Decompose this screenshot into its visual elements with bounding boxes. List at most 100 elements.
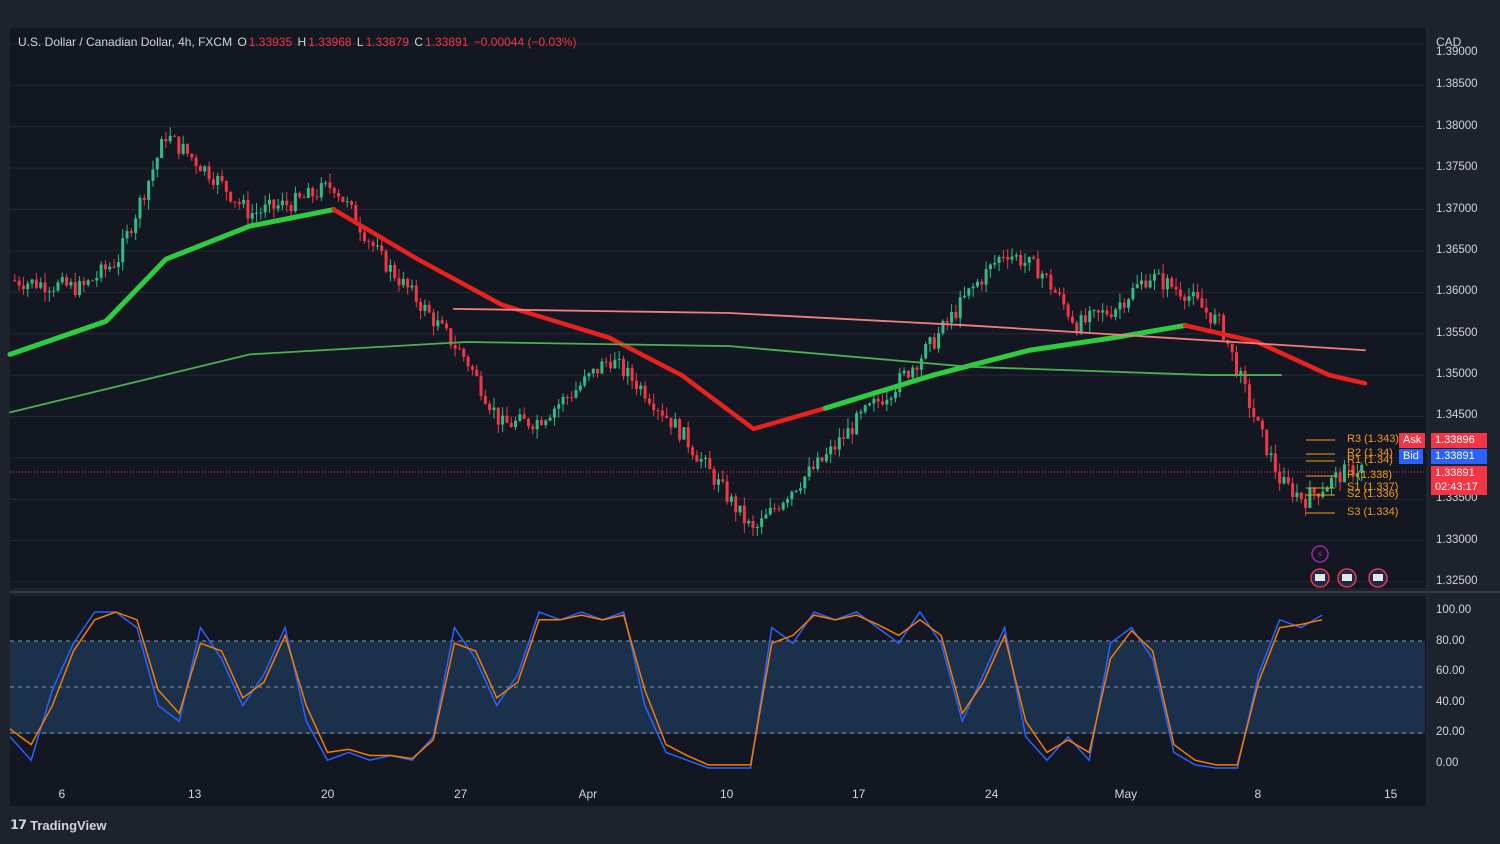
- candle-body: [881, 401, 885, 405]
- candle-body: [660, 410, 664, 416]
- candle-body: [43, 282, 47, 293]
- oscillator-tick-label: 80.00: [1436, 634, 1465, 647]
- currency-label[interactable]: CAD: [1436, 35, 1462, 49]
- candle-body: [734, 496, 738, 513]
- candle-body: [116, 262, 120, 268]
- candle-body: [1282, 477, 1286, 484]
- candle-body: [1053, 289, 1057, 293]
- candle-body: [1118, 302, 1122, 310]
- candle-body: [1269, 453, 1273, 456]
- candle-body: [518, 414, 522, 421]
- candle-body: [993, 262, 997, 265]
- candle-body: [777, 508, 781, 510]
- candle-body: [1338, 472, 1342, 483]
- candle-body: [1096, 310, 1100, 313]
- candle-body: [824, 454, 828, 462]
- candle-body: [423, 304, 427, 311]
- moving-average-line: [822, 322, 1188, 411]
- candle-body: [794, 490, 798, 492]
- candle-body: [716, 479, 720, 485]
- candle-body: [811, 466, 815, 469]
- moving-average-line: [331, 207, 828, 432]
- tradingview-brand[interactable]: 𝟭𝟳 TradingView: [10, 817, 106, 833]
- candle-body: [919, 358, 923, 370]
- candle-body: [967, 288, 971, 296]
- candle-body: [997, 256, 1001, 263]
- symbol-title[interactable]: U.S. Dollar / Canadian Dollar, 4h, FXCM: [18, 35, 233, 49]
- candle-body: [842, 437, 846, 439]
- candle-body: [134, 218, 138, 234]
- time-tick-label: 27: [454, 787, 468, 801]
- candle-body: [721, 479, 725, 482]
- lightning-glyph: ⚡: [1316, 550, 1323, 561]
- candle-body: [483, 395, 487, 404]
- candle-body: [432, 312, 436, 327]
- bar-countdown: 02:43:17: [1431, 480, 1487, 495]
- price-tick-label: 1.36000: [1436, 285, 1478, 298]
- candle-body: [444, 323, 448, 329]
- candle-body: [341, 196, 345, 202]
- candle-body: [1006, 256, 1010, 260]
- candle-body: [488, 403, 492, 411]
- candle-body: [289, 205, 293, 212]
- candle-body: [1329, 477, 1333, 488]
- candle-body: [928, 337, 932, 344]
- candle-body: [393, 265, 397, 279]
- candle-body: [1183, 296, 1187, 301]
- candle-body: [73, 281, 77, 296]
- candle-body: [242, 199, 246, 204]
- candle-body: [427, 304, 431, 313]
- candle-body: [1066, 304, 1070, 317]
- candle-body: [384, 251, 388, 272]
- candle-body: [440, 320, 444, 324]
- candle-body: [704, 457, 708, 460]
- price-pane: [10, 28, 1427, 588]
- high-label: H: [297, 35, 307, 49]
- pivot-label: S2 (1.336): [1347, 488, 1399, 500]
- candle-body: [181, 143, 185, 154]
- pivot-label: R1 (1.34): [1347, 454, 1393, 466]
- time-tick-label: 6: [58, 787, 66, 801]
- price-tick-label: 1.38000: [1436, 119, 1478, 132]
- time-tick-label: 13: [188, 787, 202, 801]
- candle-body: [621, 358, 625, 377]
- oscillator-tick-label: 100.00: [1436, 604, 1472, 616]
- oscillator-tick-label: 0.00: [1436, 756, 1459, 769]
- pivot-label: R2 (1.34): [1347, 447, 1393, 459]
- candle-body: [613, 359, 617, 369]
- candle-body: [263, 204, 267, 213]
- candle-body: [380, 245, 384, 252]
- candle-body: [95, 277, 99, 281]
- candle-body: [522, 414, 526, 419]
- candle-body: [1239, 370, 1243, 377]
- candle-body: [324, 182, 328, 184]
- candle-body: [56, 282, 60, 291]
- bid-label: Bid: [1399, 449, 1423, 464]
- candle-body: [371, 241, 375, 246]
- close-value: 1.33891: [425, 35, 469, 49]
- candle-body: [17, 280, 21, 286]
- candle-body: [34, 279, 38, 288]
- pivot-label: S3 (1.334): [1347, 506, 1399, 518]
- candle-body: [941, 321, 945, 334]
- time-tick-label: 15: [1384, 787, 1398, 801]
- candle-body: [1014, 255, 1018, 257]
- candle-body: [1105, 310, 1109, 315]
- price-tick-label: 1.36500: [1436, 243, 1478, 256]
- candle-body: [436, 320, 440, 327]
- candle-body: [194, 157, 198, 167]
- candle-body: [1165, 278, 1169, 290]
- candle-body: [725, 481, 729, 502]
- candle-body: [1234, 352, 1238, 377]
- candle-body: [1010, 256, 1014, 260]
- candle-body: [686, 427, 690, 448]
- candle-body: [190, 153, 194, 158]
- candle-body: [155, 157, 159, 170]
- close-label: C: [414, 35, 424, 49]
- candle-body: [1308, 488, 1312, 508]
- candle-body: [738, 505, 742, 513]
- candle-body: [574, 390, 578, 398]
- candle-body: [1299, 492, 1303, 500]
- candle-body: [691, 447, 695, 456]
